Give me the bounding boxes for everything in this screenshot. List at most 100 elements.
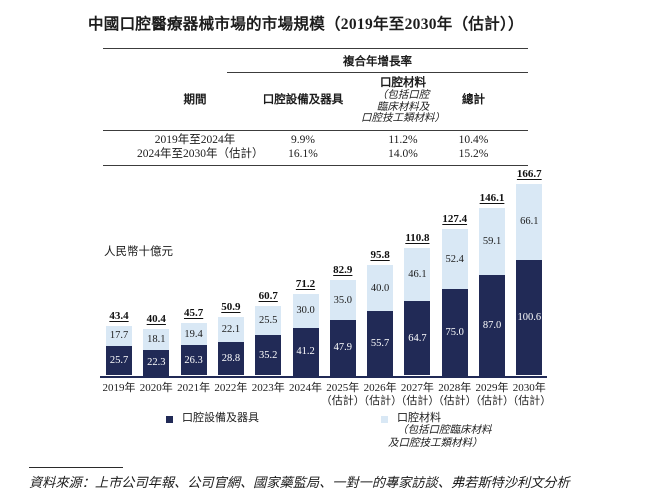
bar-value-equipment: 26.3 [184, 354, 203, 366]
legend-item-equipment: 口腔設備及器具 [166, 412, 259, 425]
row-materials-value: 11.2% [388, 133, 418, 146]
bar-value-equipment: 55.7 [370, 337, 390, 349]
bar-segment-materials: 66.1 [516, 183, 543, 260]
legend-swatch-materials [381, 416, 388, 423]
cagr-table: 複合年增長率 期間 口腔設備及器具 口腔材料 （包括口腔 臨床材料及 口腔技工類… [103, 48, 528, 166]
bar-value-equipment: 35.2 [259, 349, 278, 361]
row-total-value: 15.2% [458, 148, 489, 160]
col-header-total: 總計 [462, 94, 485, 107]
bar-value-materials: 17.7 [109, 330, 129, 342]
bar-value-materials: 66.1 [520, 216, 539, 228]
x-axis-label: 2022年 [214, 382, 248, 394]
bar-segment-materials: 18.1 [143, 329, 170, 350]
bar-value-materials: 52.4 [445, 253, 464, 265]
bar-value-materials: 30.0 [296, 305, 315, 317]
bar-value-equipment: 41.2 [296, 346, 315, 358]
bar-group-2023年: 25.5 35.2 [255, 305, 282, 376]
bar-total-label: 95.8 [370, 249, 390, 262]
row-total-value: 10.4% [458, 133, 489, 146]
bar-group-2020年: 18.1 22.3 [143, 329, 170, 376]
table-row: 2019年至2024年 9.9% 11.2% 10.4% [103, 133, 528, 148]
bar-group-2024年: 30.0 41.2 [292, 293, 319, 376]
source-divider [29, 467, 123, 468]
bar-segment-equipment: 22.3 [143, 349, 170, 376]
bar-value-materials: 35.0 [333, 294, 352, 306]
x-axis-label: 2030年 （估計） [507, 382, 552, 407]
stacked-bar-chart: 17.7 25.7 43.4 18.1 22.3 40.4 19.4 26.3 45.7 22.1… [100, 158, 551, 418]
bar-group-2025年: 35.0 47.9 [329, 280, 356, 376]
bar-total-label: 166.7 [516, 167, 542, 180]
page-title: 中國口腔醫療器械市場的市場規模（2019年至2030年（估計）） [88, 16, 524, 33]
col-header-materials: 口腔材料 （包括口腔 臨床材料及 口腔技工類材料） [353, 77, 453, 125]
x-axis-label: 2025年 （估計） [320, 382, 365, 407]
bar-segment-equipment: 100.6 [516, 259, 543, 376]
bar-value-equipment: 75.0 [445, 326, 464, 338]
bar-value-equipment: 100.6 [517, 312, 542, 324]
col-header-materials-note-1: （包括口腔 [376, 90, 430, 101]
bar-group-2026年: 40.0 55.7 [367, 265, 394, 376]
bar-segment-equipment: 35.2 [255, 335, 282, 376]
bar-segment-materials: 19.4 [180, 322, 207, 346]
bar-value-materials: 18.1 [147, 333, 166, 345]
bar-segment-materials: 22.1 [217, 316, 244, 343]
bar-group-2021年: 19.4 26.3 [180, 322, 207, 376]
bar-total-label: 45.7 [183, 306, 204, 319]
bar-segment-materials: 46.1 [404, 248, 431, 302]
col-header-equipment: 口腔設備及器具 [262, 94, 344, 107]
x-axis-line [100, 375, 547, 378]
bar-segment-equipment: 87.0 [479, 275, 505, 376]
x-axis-label: 2029年 （估計） [470, 382, 514, 407]
bar-group-2029年: 59.1 87.0 [479, 207, 505, 376]
x-axis-label: 2023年 [251, 382, 285, 394]
cagr-table-header-row: 期間 口腔設備及器具 口腔材料 （包括口腔 臨床材料及 口腔技工類材料） 總計 [103, 73, 528, 131]
x-axis-label: 2028年 （估計） [432, 382, 477, 407]
legend-label-equipment: 口腔設備及器具 [182, 412, 259, 424]
legend-label-materials: 口腔材料 （包括口腔臨床材料 及口腔技工類材料） [388, 412, 492, 450]
bar-total-label: 71.2 [295, 277, 316, 290]
bar-total-label: 82.9 [333, 264, 353, 277]
bar-segment-materials: 25.5 [255, 305, 282, 336]
bar-group-2022年: 22.1 28.8 [217, 316, 244, 376]
col-header-materials-label: 口腔材料 [380, 77, 426, 89]
bar-segment-materials: 35.0 [329, 280, 356, 321]
legend-item-materials: 口腔材料 （包括口腔臨床材料 及口腔技工類材料） [381, 412, 492, 450]
legend-label-materials-title: 口腔材料 [397, 412, 441, 424]
bar-segment-materials: 52.4 [441, 229, 468, 290]
source-note: 資料來源：上市公司年報、公司官網、國家藥監局、一對一的專家訪談、弗若斯特沙利文分… [29, 475, 570, 490]
x-axis-label: 2020年 [139, 382, 173, 394]
bar-value-materials: 22.1 [221, 324, 241, 336]
col-header-materials-note-3: 口腔技工類材料） [361, 113, 445, 124]
bar-value-equipment: 25.7 [109, 355, 129, 367]
col-header-materials-note-2: 臨床材料及 [376, 101, 430, 113]
bar-value-equipment: 47.9 [333, 342, 352, 354]
row-period: 2024年至2030年（估計） [137, 148, 264, 160]
bar-segment-materials: 59.1 [479, 207, 505, 276]
bar-value-materials: 46.1 [408, 269, 427, 281]
cagr-table-body: 2019年至2024年 9.9% 11.2% 10.4% 2024年至2030年… [103, 131, 528, 166]
legend-swatch-equipment [166, 416, 173, 423]
bar-group-2030年: 66.1 100.6 [516, 183, 543, 376]
x-axis-label: 2019年 [102, 382, 136, 394]
x-axis-label: 2021年 [177, 382, 211, 394]
bar-value-materials: 59.1 [482, 235, 502, 247]
bar-total-label: 127.4 [442, 213, 468, 225]
legend-label-materials-note-2: 及口腔技工類材料） [388, 437, 483, 449]
legend-label-materials-note-1: （包括口腔臨床材料 [397, 425, 492, 436]
row-equipment-value: 16.1% [288, 148, 318, 160]
bar-group-2019年: 17.7 25.7 [106, 325, 132, 376]
bar-segment-equipment: 25.7 [106, 345, 132, 376]
bar-total-label: 60.7 [258, 289, 278, 302]
row-period: 2019年至2024年 [154, 133, 236, 146]
bar-value-equipment: 22.3 [147, 357, 166, 369]
bar-total-label: 40.4 [146, 313, 166, 326]
x-axis-label: 2026年 （估計） [358, 382, 403, 407]
bar-segment-equipment: 75.0 [441, 289, 468, 376]
bar-value-equipment: 87.0 [482, 319, 502, 331]
bar-segment-materials: 17.7 [106, 325, 132, 346]
bar-segment-equipment: 47.9 [329, 320, 356, 376]
y-axis-unit-label: 人民幣十億元 [104, 246, 173, 258]
bar-group-2028年: 52.4 75.0 [441, 229, 468, 376]
table-row: 2024年至2030年（估計） 16.1% 14.0% 15.2% [103, 147, 528, 162]
bar-total-label: 50.9 [221, 300, 241, 313]
